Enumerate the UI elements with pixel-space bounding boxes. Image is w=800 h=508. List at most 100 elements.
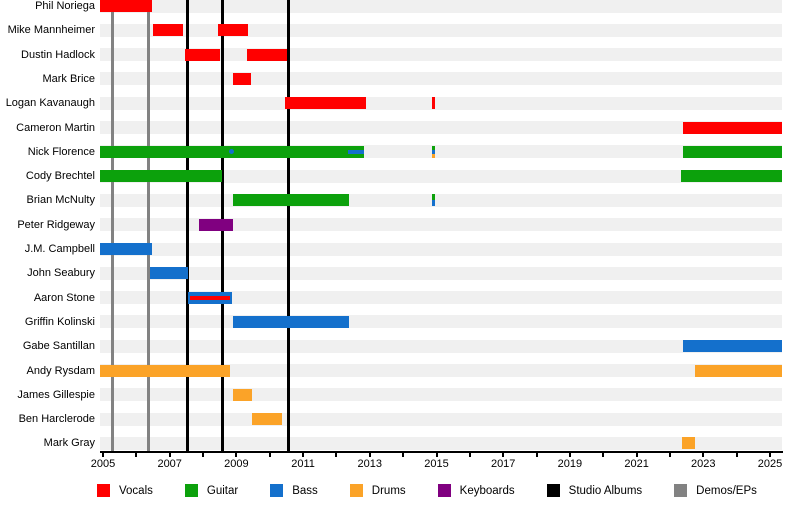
legend-label: Guitar <box>206 484 239 497</box>
axis-tick-label: 2021 <box>624 458 649 470</box>
axis-tick <box>535 453 538 457</box>
axis-tick <box>102 453 104 457</box>
legend-label: Studio Albums <box>568 484 643 497</box>
legend: Vocals Guitar Bass Drums Keyboards Studio Alb… <box>97 484 757 497</box>
member-label: Aaron Stone <box>33 291 95 304</box>
timeline-bar-drums <box>233 388 253 401</box>
row-band <box>100 0 782 13</box>
demos-eps-line <box>146 0 150 452</box>
studio-album-line <box>185 0 189 452</box>
event-tick <box>432 97 436 110</box>
legend-item-keyboards: Keyboards <box>437 484 515 497</box>
row-band <box>100 242 782 256</box>
timeline-bar-vocals <box>247 48 288 61</box>
axis-tick <box>368 453 371 457</box>
timeline-bar-bass <box>233 315 350 328</box>
row-band <box>100 169 782 183</box>
event-tick <box>432 145 436 158</box>
legend-item-guitar: Guitar <box>184 484 239 497</box>
legend-swatch-studio_albums <box>546 484 560 497</box>
timeline-bar-overlay-vocals <box>190 295 231 300</box>
legend-swatch-keyboards <box>437 484 451 497</box>
event-tick-segment-guitar <box>432 145 436 150</box>
timeline-bar-drums <box>100 364 231 377</box>
event-tick-segment-bass <box>432 200 436 207</box>
legend-swatch-vocals <box>97 484 110 497</box>
member-label: Dustin Hadlock <box>21 48 95 61</box>
row-band <box>100 121 782 134</box>
axis-tick-label: 2013 <box>357 458 383 470</box>
row-band <box>100 193 782 207</box>
event-tick <box>432 194 436 207</box>
legend-label: Bass <box>292 484 318 497</box>
timeline-bar-vocals <box>153 24 184 37</box>
legend-swatch-guitar <box>184 484 198 497</box>
axis-tick <box>302 453 305 457</box>
legend-item-drums: Drums <box>349 484 406 497</box>
member-label: Mike Mannheimer <box>7 24 95 37</box>
member-label: Mark Brice <box>42 72 95 85</box>
legend-item-demos_eps: Demos/EPs <box>674 484 757 497</box>
axis-tick <box>202 453 205 457</box>
axis-tick-label: 2025 <box>757 458 783 470</box>
row-band <box>100 23 782 37</box>
member-label: Cody Brechtel <box>25 170 95 183</box>
row-band <box>100 72 782 86</box>
timeline-bar-vocals <box>233 72 252 85</box>
axis-tick <box>135 453 138 457</box>
axis-tick <box>235 453 238 457</box>
event-tick-segment-guitar <box>432 194 436 201</box>
legend-label: Drums <box>371 484 406 497</box>
axis-tick <box>635 453 638 457</box>
axis-tick-label: 2005 <box>90 458 116 470</box>
axis-tick <box>735 453 738 457</box>
timeline-bar-guitar <box>233 194 350 207</box>
timeline-bar-guitar <box>680 170 782 183</box>
axis-tick <box>435 453 438 457</box>
axis-tick-label: 2017 <box>490 458 516 470</box>
row-band <box>100 96 782 110</box>
axis-tick <box>268 453 271 457</box>
member-label: Ben Harclerode <box>18 413 95 426</box>
row-band <box>100 436 782 450</box>
x-axis <box>100 451 783 453</box>
member-label: John Seabury <box>27 267 95 280</box>
member-label: Cameron Martin <box>16 121 95 134</box>
legend-swatch-drums <box>349 484 363 497</box>
timeline-bar-guitar <box>682 145 782 158</box>
row-band <box>100 339 782 353</box>
axis-tick <box>568 453 571 457</box>
timeline-bar-vocals <box>285 97 367 110</box>
legend-swatch-bass <box>270 484 284 497</box>
timeline-bar-drums <box>252 413 283 426</box>
member-label: Logan Kavanaugh <box>5 97 95 110</box>
role-dot-bass <box>228 149 234 155</box>
axis-tick <box>468 453 471 457</box>
row-band <box>100 364 782 377</box>
axis-tick-label: 2015 <box>424 458 449 470</box>
member-label: James Gillespie <box>17 388 95 401</box>
axis-tick-label: 2009 <box>224 458 249 470</box>
member-label: Peter Ridgeway <box>17 218 95 231</box>
axis-tick <box>168 453 171 457</box>
member-label: J.M. Campbell <box>24 243 95 255</box>
axis-tick-label: 2019 <box>557 458 583 470</box>
timeline-bar-overlay-bass <box>348 149 365 154</box>
legend-swatch-demos_eps <box>674 484 688 497</box>
event-tick-segment-drums <box>432 153 436 158</box>
member-label: Phil Noriega <box>35 0 95 12</box>
row-band <box>100 291 782 305</box>
legend-item-vocals: Vocals <box>97 484 153 497</box>
row-band <box>100 218 782 232</box>
timeline-bar-drums <box>694 364 782 377</box>
axis-tick <box>402 453 405 457</box>
legend-label: Demos/EPs <box>696 484 757 497</box>
timeline-bar-vocals <box>185 48 221 61</box>
member-label: Mark Gray <box>43 437 95 450</box>
legend-label: Vocals <box>119 484 153 497</box>
axis-tick <box>502 453 505 457</box>
row-band <box>100 388 782 402</box>
event-tick-segment-bass <box>432 149 436 154</box>
studio-album-line <box>286 0 290 452</box>
